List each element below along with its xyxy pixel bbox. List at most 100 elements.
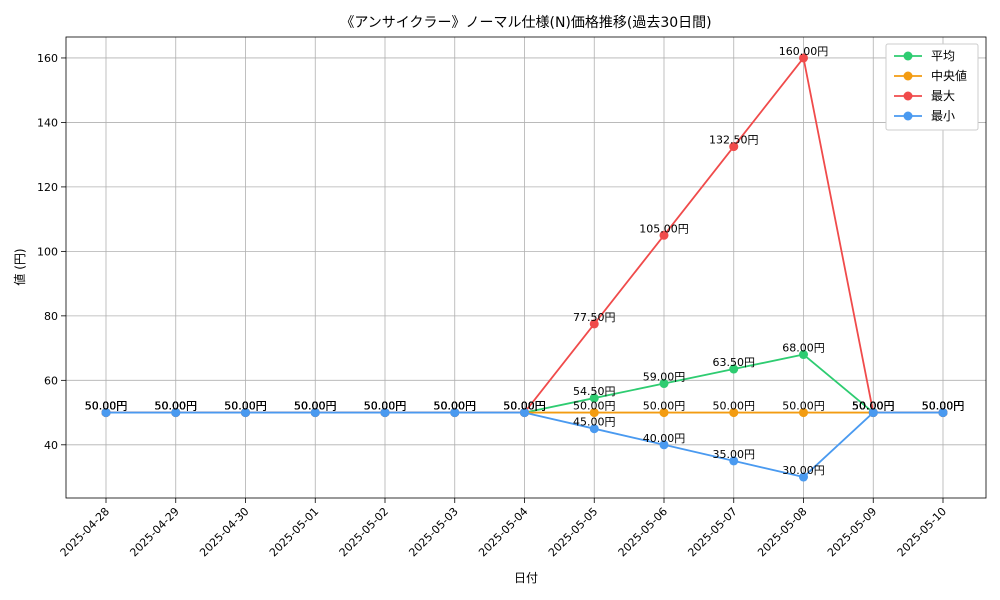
data-label: 50.00円 bbox=[85, 400, 128, 413]
data-label: 132.50円 bbox=[709, 134, 759, 147]
data-point bbox=[171, 408, 181, 418]
data-point bbox=[589, 393, 599, 403]
data-label: 50.00円 bbox=[782, 400, 825, 413]
data-label: 50.00円 bbox=[434, 400, 477, 413]
data-label: 160.00円 bbox=[779, 45, 829, 58]
data-label: 54.50円 bbox=[573, 385, 616, 398]
data-label: 50.00円 bbox=[434, 400, 477, 413]
legend-label: 最大 bbox=[931, 89, 955, 103]
data-point bbox=[729, 142, 739, 152]
data-point bbox=[938, 408, 948, 418]
data-point bbox=[729, 456, 739, 466]
data-label: 63.50円 bbox=[713, 356, 756, 369]
data-point bbox=[799, 350, 808, 360]
data-point bbox=[380, 408, 390, 418]
legend-label: 最小 bbox=[931, 109, 955, 123]
data-point bbox=[241, 408, 250, 418]
data-label: 50.00円 bbox=[503, 400, 546, 413]
data-label: 50.00円 bbox=[294, 400, 337, 413]
series-layer bbox=[101, 53, 948, 482]
data-label: 50.00円 bbox=[364, 400, 407, 413]
data-label: 50.00円 bbox=[852, 400, 895, 413]
data-point bbox=[799, 408, 808, 418]
chart-title: 《アンサイクラー》ノーマル仕様(N)価格推移(過去30日間) bbox=[340, 15, 711, 31]
y-axis-label: 値 (円) bbox=[12, 248, 27, 285]
data-label: 50.00円 bbox=[922, 400, 965, 413]
data-label: 50.00円 bbox=[294, 400, 337, 413]
data-label: 50.00円 bbox=[155, 400, 198, 413]
data-point bbox=[589, 319, 599, 329]
data-label: 50.00円 bbox=[503, 400, 546, 413]
data-label: 105.00円 bbox=[639, 222, 689, 235]
data-label: 50.00円 bbox=[573, 400, 616, 413]
data-point bbox=[868, 408, 878, 418]
data-point bbox=[589, 408, 599, 418]
data-point bbox=[729, 364, 739, 374]
data-label: 50.00円 bbox=[434, 400, 477, 413]
data-label: 68.00円 bbox=[782, 342, 825, 355]
legend-box bbox=[885, 43, 979, 131]
data-label: 50.00円 bbox=[85, 400, 128, 413]
data-point bbox=[659, 408, 669, 418]
legend-marker bbox=[903, 111, 913, 121]
y-tick-label: 40 bbox=[44, 439, 58, 452]
data-label: 40.00円 bbox=[643, 432, 686, 445]
data-label: 50.00円 bbox=[364, 400, 407, 413]
data-label: 50.00円 bbox=[922, 400, 965, 413]
y-tick-label: 100 bbox=[37, 245, 58, 258]
y-tick-label: 160 bbox=[37, 52, 58, 65]
data-label: 77.50円 bbox=[573, 311, 616, 324]
data-label: 50.00円 bbox=[852, 400, 895, 413]
data-label: 50.00円 bbox=[852, 400, 895, 413]
data-label: 35.00円 bbox=[713, 448, 756, 461]
data-point bbox=[659, 379, 669, 389]
y-tick-label: 80 bbox=[44, 310, 58, 323]
data-point bbox=[729, 408, 739, 418]
data-label: 50.00円 bbox=[922, 400, 965, 413]
data-label: 50.00円 bbox=[224, 400, 267, 413]
data-label: 50.00円 bbox=[155, 400, 198, 413]
y-tick-label: 120 bbox=[37, 181, 58, 194]
data-point bbox=[799, 53, 808, 63]
data-label: 50.00円 bbox=[85, 400, 128, 413]
x-axis-label: 日付 bbox=[514, 571, 538, 585]
data-point bbox=[101, 408, 111, 418]
legend-label: 中央値 bbox=[931, 68, 967, 83]
data-label: 50.00円 bbox=[713, 400, 756, 413]
data-label: 50.00円 bbox=[224, 400, 267, 413]
data-point bbox=[520, 408, 529, 418]
plot-frame bbox=[65, 36, 987, 499]
y-tick-label: 140 bbox=[37, 116, 58, 129]
data-label: 50.00円 bbox=[224, 400, 267, 413]
data-point bbox=[589, 424, 599, 434]
data-label: 50.00円 bbox=[155, 400, 198, 413]
data-point bbox=[310, 408, 320, 418]
data-point bbox=[799, 472, 808, 482]
data-label: 50.00円 bbox=[364, 400, 407, 413]
y-tick-label: 60 bbox=[44, 374, 58, 387]
data-label: 50.00円 bbox=[503, 400, 546, 413]
data-label: 50.00円 bbox=[294, 400, 337, 413]
data-label: 59.00円 bbox=[643, 371, 686, 384]
labels-layer: 50.00円 50.00円 50.00円 50.00円 50.00円 50.00円 50.0… bbox=[85, 45, 965, 477]
data-label: 50.00円 bbox=[643, 400, 686, 413]
data-label: 50.00円 bbox=[224, 400, 267, 413]
data-label: 50.00円 bbox=[85, 400, 128, 413]
data-label: 50.00円 bbox=[922, 400, 965, 413]
data-label: 30.00円 bbox=[782, 464, 825, 477]
legend-marker bbox=[903, 51, 913, 61]
data-label: 50.00円 bbox=[852, 400, 895, 413]
data-label: 50.00円 bbox=[434, 400, 477, 413]
data-label: 50.00円 bbox=[294, 400, 337, 413]
data-point bbox=[450, 408, 460, 418]
data-point bbox=[659, 230, 669, 240]
legend-marker bbox=[903, 91, 913, 101]
data-label: 45.00円 bbox=[573, 416, 616, 429]
data-label: 50.00円 bbox=[364, 400, 407, 413]
data-label: 50.00円 bbox=[503, 400, 546, 413]
legend-label: 平均 bbox=[931, 49, 955, 63]
legend-marker bbox=[903, 71, 913, 81]
data-point bbox=[659, 440, 669, 450]
